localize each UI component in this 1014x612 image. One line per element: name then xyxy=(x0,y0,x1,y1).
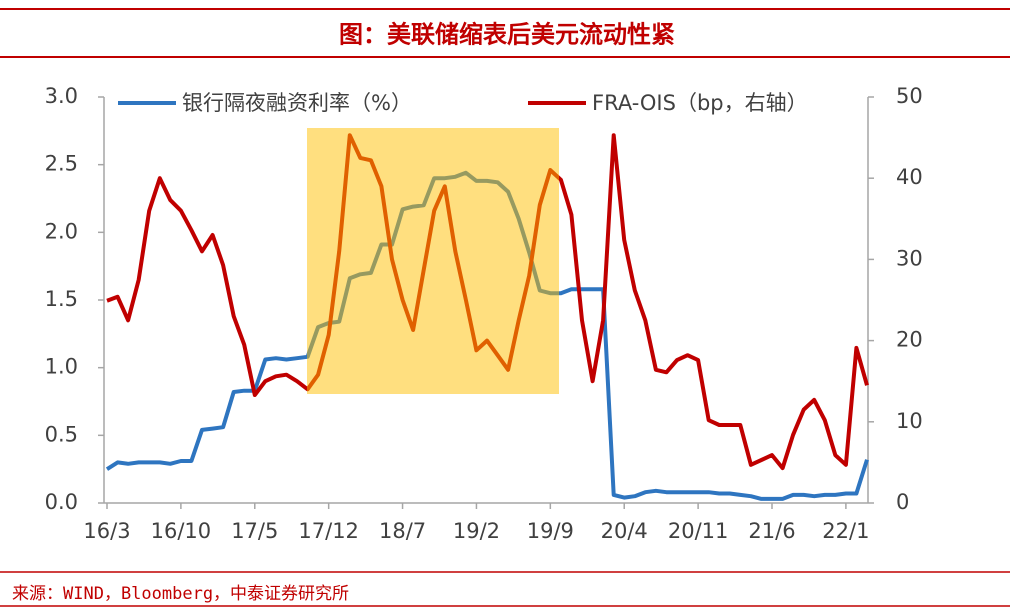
x-tick-label: 18/7 xyxy=(379,519,426,543)
x-tick-label: 17/12 xyxy=(298,519,359,543)
y-tick-label: 3.0 xyxy=(45,84,78,108)
x-tick-label: 20/11 xyxy=(668,519,729,543)
x-tick-label: 16/3 xyxy=(83,519,130,543)
x-tick-label: 21/6 xyxy=(748,519,795,543)
x-tick-label: 19/9 xyxy=(527,519,574,543)
legend-label: FRA-OIS（bp，右轴） xyxy=(592,91,808,115)
y-tick-label: 0.5 xyxy=(45,422,78,446)
x-tick-label: 19/2 xyxy=(453,519,500,543)
y2-tick-label: 0 xyxy=(896,490,909,514)
x-tick-label: 20/4 xyxy=(601,519,648,543)
highlight-box xyxy=(307,128,559,394)
y-tick-label: 2.5 xyxy=(45,152,78,176)
y-tick-label: 2.0 xyxy=(45,219,78,243)
y-tick-label: 1.0 xyxy=(45,355,78,379)
x-tick-label: 22/1 xyxy=(822,519,869,543)
plot-area: 0.0 0.5 1.0 1.5 2.0 2.5 3.0 0 10 20 30 40 50 16/3 16/1… xyxy=(45,84,923,543)
x-tick-label: 17/5 xyxy=(231,519,278,543)
x-tick-label: 16/10 xyxy=(151,519,212,543)
y-tick-label: 0.0 xyxy=(45,490,78,514)
y-tick-label: 1.5 xyxy=(45,287,78,311)
chart-title: 图：美联储缩表后美元流动性紧 xyxy=(339,20,675,49)
y2-tick-label: 20 xyxy=(896,328,923,352)
y2-tick-label: 10 xyxy=(896,409,923,433)
y2-tick-label: 30 xyxy=(896,246,923,270)
y2-tick-label: 40 xyxy=(896,165,923,189)
y2-tick-label: 50 xyxy=(896,84,923,108)
source-note: 来源：WIND，Bloomberg，中泰证券研究所 xyxy=(12,584,349,604)
legend-label: 银行隔夜融资利率（%） xyxy=(182,91,412,115)
